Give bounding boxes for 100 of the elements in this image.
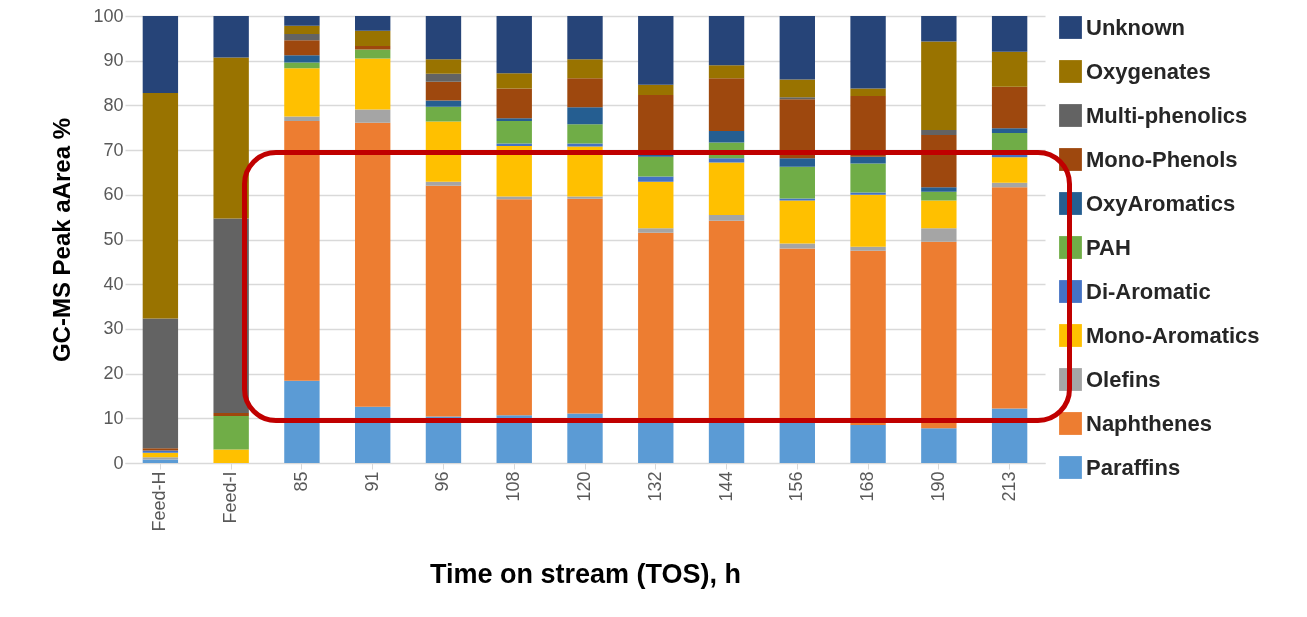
bar <box>779 420 815 463</box>
x-tick-label: 85 <box>290 471 311 492</box>
bar <box>355 109 391 123</box>
bar <box>425 81 462 101</box>
bar <box>850 156 886 164</box>
bar <box>921 228 957 242</box>
bar <box>284 16 320 26</box>
bar <box>284 62 320 69</box>
x-tick-label: 156 <box>786 471 807 502</box>
bar <box>921 241 957 429</box>
bar <box>284 33 320 41</box>
bar <box>991 51 1028 87</box>
y-axis-title: GC-MS Peak aArea % <box>48 117 76 363</box>
legend-label: Multi-phenolics <box>1086 102 1248 128</box>
bar <box>567 124 603 144</box>
y-tick-label: 20 <box>103 363 124 384</box>
bar <box>355 30 391 46</box>
y-tick-label: 100 <box>93 5 124 26</box>
bar <box>850 96 886 157</box>
bar <box>567 146 603 197</box>
bar <box>921 200 957 229</box>
legend-label: Mono-Aromatics <box>1086 322 1260 348</box>
bar <box>708 130 745 143</box>
bar <box>638 232 674 421</box>
x-tick-label: 168 <box>857 471 878 502</box>
bar <box>496 199 532 416</box>
legend-label: Unknown <box>1086 14 1185 40</box>
bar <box>496 88 532 119</box>
bar <box>284 116 320 122</box>
bar <box>213 416 249 450</box>
bar <box>284 25 320 34</box>
x-tick-label: Feed-I <box>220 471 241 524</box>
bar <box>921 191 957 201</box>
bar <box>567 16 603 60</box>
bar <box>284 380 320 463</box>
x-tick-label: 213 <box>998 471 1019 502</box>
x-tick-label: Feed-H <box>149 471 170 532</box>
bar <box>355 16 391 31</box>
bar <box>496 143 532 147</box>
x-tick-label: 91 <box>361 471 382 492</box>
bar <box>921 187 957 192</box>
bar <box>142 318 179 449</box>
x-axis-title: Time on stream (TOS), h <box>429 558 742 589</box>
legend-label: PAH <box>1086 234 1131 260</box>
bar <box>638 228 674 233</box>
bar <box>850 88 886 97</box>
legend-label: Di-Aromatic <box>1086 278 1211 304</box>
bar <box>284 68 320 117</box>
bar <box>355 122 391 407</box>
bar <box>496 121 532 144</box>
legend-label: Oxygenates <box>1086 58 1211 84</box>
bar <box>567 196 603 199</box>
x-tick-label: 108 <box>503 471 524 502</box>
x-tick-label: 120 <box>574 471 594 502</box>
bar <box>850 16 886 89</box>
y-tick-label: 40 <box>103 273 124 294</box>
y-tick-label: 90 <box>103 50 124 71</box>
bar <box>142 16 179 93</box>
bar <box>850 246 886 251</box>
bar <box>355 58 391 110</box>
y-tick-label: 10 <box>103 407 124 428</box>
bar <box>213 412 249 417</box>
bar <box>638 420 674 463</box>
bar <box>991 408 1028 463</box>
bar <box>284 40 320 56</box>
bar <box>708 65 745 79</box>
bar <box>708 220 745 421</box>
legend-label: Mono-Phenols <box>1086 146 1238 172</box>
bar <box>850 425 886 463</box>
bar <box>567 198 603 414</box>
bar <box>425 100 462 107</box>
bar <box>708 214 745 221</box>
bar <box>991 86 1028 129</box>
bar <box>638 156 674 177</box>
legend-label: Olefins <box>1086 366 1161 392</box>
bar <box>921 134 957 188</box>
bar <box>921 41 957 130</box>
x-tick-label: 96 <box>432 471 453 492</box>
bar <box>355 45 391 50</box>
bar <box>779 166 815 199</box>
bar <box>284 121 320 381</box>
bar <box>850 250 886 426</box>
bar <box>921 16 957 42</box>
bar <box>708 78 745 131</box>
bar <box>425 59 462 74</box>
legend-label: OxyAromatics <box>1086 190 1236 216</box>
x-tick-label: 132 <box>644 471 665 502</box>
bar <box>638 84 674 96</box>
y-tick-label: 0 <box>113 452 124 473</box>
bar <box>425 185 462 417</box>
legend-label: Paraffins <box>1086 454 1181 480</box>
bar <box>496 118 532 122</box>
x-tick-label: 144 <box>715 471 736 502</box>
bar <box>638 176 674 182</box>
bar <box>425 121 462 182</box>
bar <box>779 16 815 80</box>
legend-label: Naphthenes <box>1086 410 1212 436</box>
bar <box>213 449 249 463</box>
bar <box>779 79 815 98</box>
bar <box>142 92 179 319</box>
